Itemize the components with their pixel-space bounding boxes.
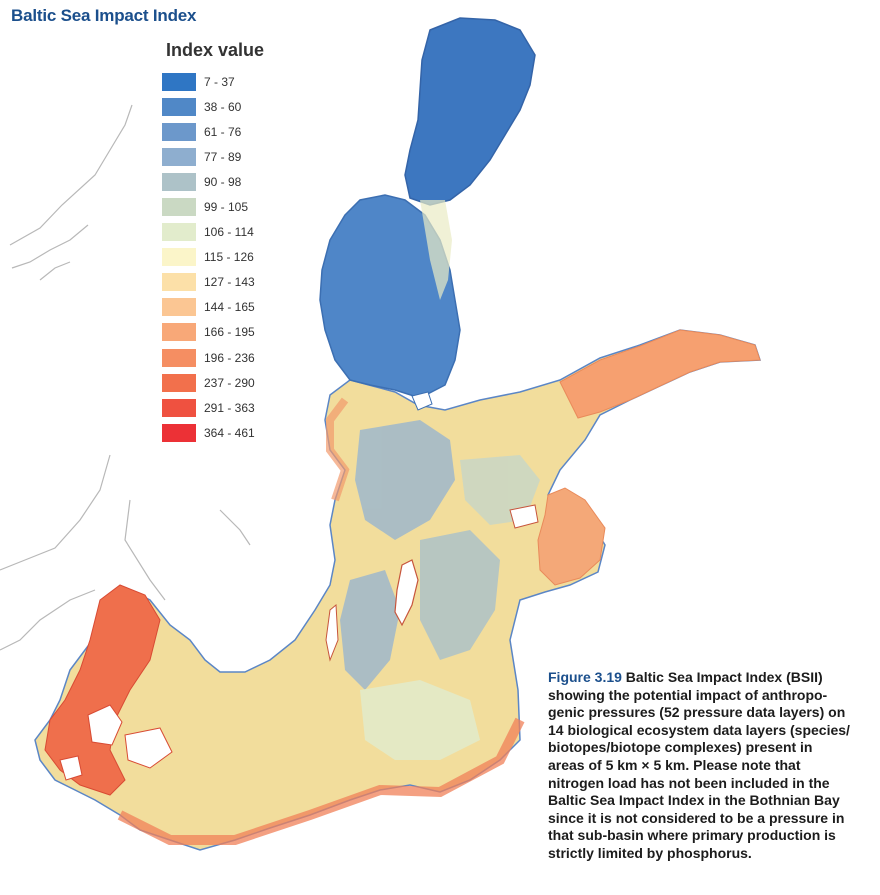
legend-title: Index value bbox=[166, 40, 265, 60]
legend-item: 115 - 126 bbox=[162, 245, 322, 270]
legend-label: 144 - 165 bbox=[204, 300, 255, 315]
legend-item: 196 - 236 bbox=[162, 345, 322, 370]
legend-item: 90 - 98 bbox=[162, 169, 322, 194]
legend-item: 77 - 89 bbox=[162, 144, 322, 169]
legend-swatch bbox=[162, 298, 196, 317]
legend-label: 196 - 236 bbox=[204, 350, 255, 365]
legend-swatch bbox=[162, 423, 196, 442]
legend-label: 61 - 76 bbox=[204, 124, 242, 139]
legend-item: 7 - 37 bbox=[162, 69, 322, 94]
legend-label: 127 - 143 bbox=[204, 275, 255, 290]
legend-item: 237 - 290 bbox=[162, 370, 322, 395]
legend-label: 90 - 98 bbox=[204, 174, 242, 189]
legend-label: 77 - 89 bbox=[204, 149, 242, 164]
legend-item: 144 - 165 bbox=[162, 295, 322, 320]
legend-label: 166 - 195 bbox=[204, 325, 255, 340]
legend-swatch bbox=[162, 72, 196, 91]
legend-swatch bbox=[162, 273, 196, 292]
caption-line: Baltic Sea Impact Index (BSII) bbox=[621, 669, 823, 685]
legend-swatch bbox=[162, 122, 196, 141]
caption-line: since it is not considered to be a press… bbox=[548, 809, 845, 826]
legend-swatch bbox=[162, 398, 196, 417]
legend-item: 99 - 105 bbox=[162, 194, 322, 219]
legend-list: 7 - 37 38 - 60 61 - 76 77 - 89 90 - 98 99 - 1… bbox=[162, 69, 322, 445]
legend-item: 38 - 60 bbox=[162, 94, 322, 119]
legend-label: 115 - 126 bbox=[204, 250, 254, 265]
legend-swatch bbox=[162, 323, 196, 342]
map-legend: Index value 7 - 37 38 - 60 61 - 76 77 - 89 9… bbox=[162, 40, 322, 445]
caption-line: nitrogen load has not been included in t… bbox=[548, 774, 830, 791]
legend-swatch bbox=[162, 172, 196, 191]
caption-line: showing the potential impact of anthropo… bbox=[548, 686, 828, 703]
legend-swatch bbox=[162, 223, 196, 242]
legend-swatch bbox=[162, 97, 196, 116]
caption-line: strictly limited by phosphorus. bbox=[548, 844, 752, 861]
central-basin-patches bbox=[340, 420, 540, 760]
caption-line: Baltic Sea Impact Index in the Bothnian … bbox=[548, 792, 840, 809]
legend-item: 127 - 143 bbox=[162, 270, 322, 295]
figure-label: Figure 3.19 bbox=[548, 669, 622, 685]
legend-swatch bbox=[162, 147, 196, 166]
legend-swatch bbox=[162, 373, 196, 392]
land-coastlines bbox=[0, 104, 251, 651]
legend-label: 7 - 37 bbox=[204, 74, 235, 89]
legend-swatch bbox=[162, 198, 196, 217]
legend-item: 106 - 114 bbox=[162, 220, 322, 245]
caption-line: that sub-basin where primary production … bbox=[548, 827, 836, 844]
legend-label: 364 - 461 bbox=[204, 425, 255, 440]
legend-item: 291 - 363 bbox=[162, 395, 322, 420]
caption-line: genic pressures (52 pressure data layers… bbox=[548, 704, 846, 721]
legend-label: 38 - 60 bbox=[204, 99, 242, 114]
figure-caption: Figure 3.19 Baltic Sea Impact Index (BSI… bbox=[548, 669, 878, 863]
legend-item: 364 - 461 bbox=[162, 420, 322, 445]
caption-line: areas of 5 km × 5 km. Please note that bbox=[548, 756, 801, 773]
legend-label: 106 - 114 bbox=[204, 225, 254, 240]
caption-line: biotopes/biotope complexes) present in bbox=[548, 739, 813, 756]
legend-label: 99 - 105 bbox=[204, 200, 249, 215]
legend-label: 291 - 363 bbox=[204, 400, 255, 415]
legend-item: 166 - 195 bbox=[162, 320, 322, 345]
page-title: Baltic Sea Impact Index bbox=[11, 6, 197, 25]
legend-swatch bbox=[162, 248, 196, 267]
legend-item: 61 - 76 bbox=[162, 119, 322, 144]
legend-label: 237 - 290 bbox=[204, 375, 255, 390]
legend-swatch bbox=[162, 348, 196, 367]
caption-line: 14 biological ecosystem data layers (spe… bbox=[548, 721, 850, 738]
caption-first-line: Figure 3.19 Baltic Sea Impact Index (BSI… bbox=[548, 669, 878, 687]
sea-area bbox=[34, 17, 762, 851]
